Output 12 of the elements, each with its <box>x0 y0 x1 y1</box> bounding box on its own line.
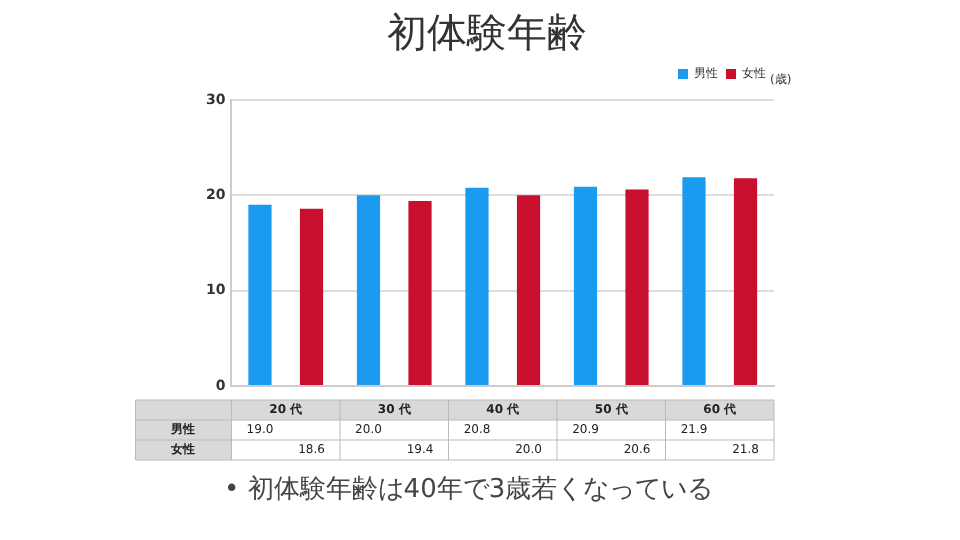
bar <box>682 177 706 385</box>
bar <box>465 187 489 385</box>
bar <box>299 208 324 385</box>
bar <box>516 195 541 385</box>
bar <box>625 189 649 385</box>
bar <box>408 201 432 385</box>
text: • 初体験年齢は40年で3歳若くなっている <box>224 474 714 505</box>
bar <box>573 186 598 385</box>
chart-title: 初体験年齢 <box>387 8 587 57</box>
bar <box>248 204 272 385</box>
bar <box>356 195 381 385</box>
bar <box>733 178 758 385</box>
